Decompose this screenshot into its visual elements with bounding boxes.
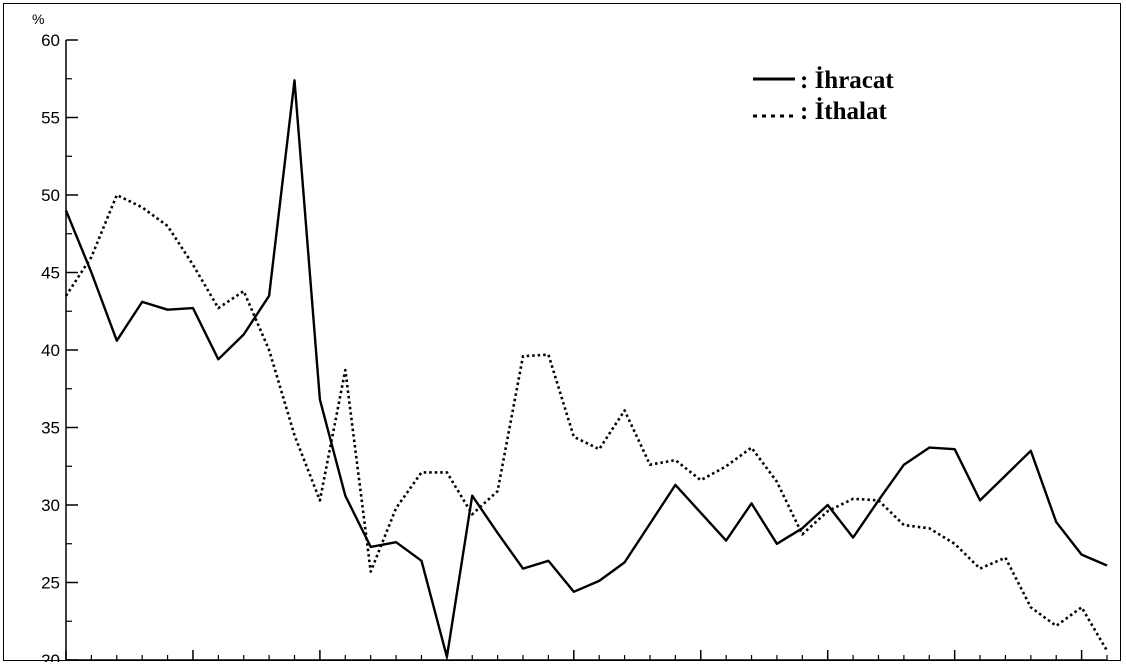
legend-label-ihracat: : İhracat bbox=[800, 66, 894, 94]
chart-frame: % 20 25 30 35 40 45 50 55 60 1931 1936 1941 1946 195… bbox=[3, 3, 1121, 662]
x-ticks: 1931 1936 1941 1946 1951 1956 1961 1966 1971 bbox=[47, 650, 1108, 662]
y-ticks: 20 25 30 35 40 45 50 55 60 bbox=[41, 31, 78, 662]
y-tick-label: 60 bbox=[41, 31, 60, 50]
x-tick-label: 1951 bbox=[555, 660, 593, 662]
y-tick-label: 40 bbox=[41, 341, 60, 360]
ithalat-series-line bbox=[64, 193, 1109, 652]
y-axis-unit-label: % bbox=[32, 11, 44, 27]
x-tick-label: 1966 bbox=[936, 660, 974, 662]
y-tick-label: 50 bbox=[41, 186, 60, 205]
legend-item-ihracat: : İhracat bbox=[753, 66, 894, 94]
legend-label-ithalat: : İthalat bbox=[800, 97, 887, 125]
x-tick-label: 1941 bbox=[301, 660, 339, 662]
legend-item-ithalat: : İthalat bbox=[753, 97, 887, 125]
y-tick-label: 35 bbox=[41, 419, 60, 438]
y-tick-label: 55 bbox=[41, 109, 60, 128]
y-tick-label: 25 bbox=[41, 574, 60, 593]
x-tick-label: 1946 bbox=[428, 660, 466, 662]
x-tick-label: 1956 bbox=[682, 660, 720, 662]
axes bbox=[65, 40, 1107, 661]
legend: : İhracat : İthalat bbox=[753, 66, 894, 125]
line-chart: % 20 25 30 35 40 45 50 55 60 1931 1936 1941 1946 195… bbox=[32, 11, 1109, 662]
series-layer bbox=[64, 79, 1109, 659]
y-tick-label: 30 bbox=[41, 496, 60, 515]
x-tick-label: 1971 bbox=[1063, 660, 1101, 662]
x-tick-label: 1936 bbox=[174, 660, 212, 662]
y-tick-label: 20 bbox=[41, 651, 60, 662]
x-tick-label: 1931 bbox=[47, 660, 85, 662]
x-tick-label: 1961 bbox=[809, 660, 847, 662]
y-tick-label: 45 bbox=[41, 264, 60, 283]
ihracat-series-line bbox=[64, 79, 1108, 659]
